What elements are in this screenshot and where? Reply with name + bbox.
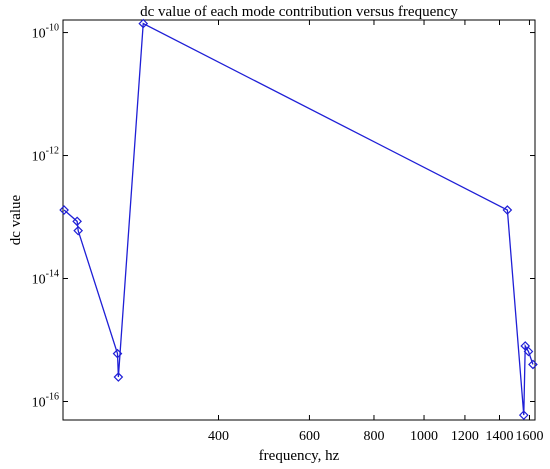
chart-title: dc value of each mode contribution versu… [140,4,458,20]
x-tick-label: 1000 [410,429,438,444]
x-axis-label: frequency, hz [259,448,340,464]
y-tick-base: 10 [32,150,46,165]
x-ticks: 400 600 800 1000 1200 1400 1600 [208,20,543,444]
x-tick-label: 1200 [451,429,479,444]
data-point-marker [523,346,534,357]
series-layer [59,18,538,420]
y-tick-label: 10-10 [32,23,59,42]
series-line [63,22,534,416]
data-point-marker [518,410,529,420]
y-tick-label: 10-12 [32,146,59,165]
data-point-marker [502,205,513,215]
data-point-marker [59,205,69,215]
data-point-marker [72,216,82,227]
x-tick-label: 800 [363,429,384,444]
y-tick-label: 10-16 [32,391,59,410]
y-tick-exponent: -14 [46,269,59,280]
y-tick-exponent: -10 [46,23,59,34]
y-tick-base: 10 [32,27,46,42]
y-axis-label: dc value [8,194,24,245]
y-tick-exponent: -16 [46,391,59,402]
y-tick-base: 10 [32,395,46,410]
y-tick-exponent: -12 [46,146,59,157]
data-point-marker [528,359,538,370]
data-point-marker [73,225,84,236]
x-tick-label: 1400 [486,429,514,444]
x-tick-label: 600 [299,429,320,444]
data-point-marker [112,348,123,359]
plot-area-border [62,19,536,421]
y-tick-label: 10-14 [32,269,59,288]
x-tick-label: 1600 [515,429,543,444]
data-point-marker [138,18,149,29]
x-tick-label: 400 [208,429,229,444]
data-point-marker [113,372,124,382]
y-tick-base: 10 [32,273,46,288]
